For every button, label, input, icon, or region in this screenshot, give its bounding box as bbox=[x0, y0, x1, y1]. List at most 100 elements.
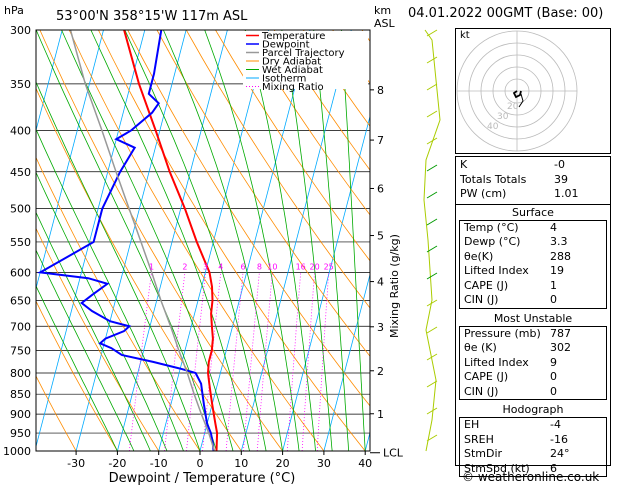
lcl-label: LCL bbox=[383, 447, 404, 460]
hodograph-kt-label: kt bbox=[460, 30, 470, 41]
x-tick-label: -30 bbox=[67, 457, 85, 470]
plot-frame bbox=[35, 29, 371, 452]
km-tick-label: 8 bbox=[377, 84, 384, 97]
hodo-row-stmspd: StmSpd (kt) 6 bbox=[464, 461, 557, 475]
wet-adiabat-line bbox=[36, 81, 201, 451]
x-tick-label: -20 bbox=[108, 457, 126, 470]
dry-adiabat-line bbox=[215, 30, 370, 262]
mu-row-lifted-index: Lifted Index 9 bbox=[464, 355, 557, 369]
wind-barb bbox=[426, 434, 438, 442]
wind-barb bbox=[426, 110, 438, 118]
wet-adiabat-line bbox=[36, 211, 151, 451]
isotherm-line bbox=[75, 30, 187, 451]
hpa-label: hPa bbox=[4, 4, 24, 17]
wet-adiabat-line bbox=[36, 249, 135, 451]
km-label: km bbox=[374, 4, 391, 17]
dry-adiabat-line bbox=[36, 87, 242, 451]
isotherm-line bbox=[158, 30, 270, 451]
wind-barb bbox=[426, 191, 438, 199]
mixing-ratio-line bbox=[225, 272, 244, 451]
wind-profile-line bbox=[423, 29, 441, 452]
x-axis-label: Dewpoint / Temperature (°C) bbox=[109, 471, 296, 486]
legend-dry-adiabat: Dry Adiabat bbox=[262, 57, 321, 68]
wet-adiabat-line bbox=[341, 30, 366, 451]
km-tick-label: 2 bbox=[377, 365, 384, 378]
wind-barb bbox=[426, 218, 438, 226]
surface-row-lifted-index: Lifted Index 19 bbox=[464, 264, 564, 277]
pressure-tick-label: 450 bbox=[10, 166, 31, 179]
mixing-ratio-label: 3 bbox=[203, 262, 208, 271]
x-tick-label: 20 bbox=[276, 457, 290, 470]
wind-barb bbox=[426, 353, 438, 361]
parcel-trajectory-profile bbox=[69, 30, 216, 451]
index-row-pw: PW (cm) 1.01 bbox=[460, 187, 579, 200]
mixing-ratio-line bbox=[202, 272, 222, 451]
surface-row-cin: CIN (J) 0 bbox=[464, 293, 557, 306]
legend-wet-adiabat: Wet Adiabat bbox=[262, 65, 323, 76]
x-tick-label: 0 bbox=[197, 457, 204, 470]
wet-adiabat-line bbox=[61, 30, 234, 451]
wind-barb bbox=[426, 245, 438, 253]
wet-adiabat-line bbox=[204, 30, 300, 451]
storm-motion-vector bbox=[518, 93, 524, 108]
mixing-ratio-label: 1 bbox=[149, 262, 154, 271]
isotherm-line bbox=[36, 30, 146, 448]
dry-adiabat-line bbox=[127, 30, 370, 407]
surface-section: Surface Temp (°C) 4 Dewp (°C) 3.3 θe(K) 288… bbox=[456, 203, 610, 309]
dry-adiabat-line bbox=[244, 30, 370, 216]
wet-adiabat-line bbox=[36, 285, 118, 451]
pressure-tick-label: 350 bbox=[10, 78, 31, 91]
mixing-ratio-line bbox=[301, 272, 315, 451]
km-tick-label: 7 bbox=[377, 134, 384, 147]
legend-isotherm: Isotherm bbox=[262, 74, 306, 85]
mixing-ratio-label: 25 bbox=[324, 262, 334, 271]
isotherm-line bbox=[199, 30, 311, 451]
legend: Temperature Dewpoint Parcel Trajectory D… bbox=[243, 31, 368, 93]
wet-adiabat-line bbox=[281, 30, 333, 451]
mixing-ratio-line bbox=[316, 272, 330, 451]
mixing-ratio-line bbox=[128, 272, 152, 451]
wind-barb bbox=[426, 83, 438, 91]
mu-row-pressure: Pressure (mb) 787 bbox=[464, 326, 571, 340]
pressure-tick-label: 300 bbox=[10, 24, 31, 37]
km-tick-label: 6 bbox=[377, 182, 384, 195]
asl-label: ASL bbox=[374, 17, 396, 30]
legend-dewpoint: Dewpoint bbox=[262, 40, 310, 51]
dewpoint-profile bbox=[37, 30, 215, 451]
dry-adiabat-line bbox=[98, 30, 366, 451]
mixing-ratio-line bbox=[256, 272, 273, 451]
dry-adiabat-line bbox=[36, 300, 118, 451]
temperature-profile bbox=[123, 30, 219, 451]
indices-panel: K -0 Totals Totals 39 PW (cm) 1.01 Surface … bbox=[455, 156, 611, 477]
km-tick-label: 1 bbox=[377, 408, 384, 421]
wet-adiabat-line bbox=[124, 30, 267, 451]
wind-barb bbox=[426, 56, 438, 64]
isotherm-line bbox=[240, 30, 352, 451]
x-tick-label: 40 bbox=[358, 457, 372, 470]
most-unstable-title: Most Unstable bbox=[493, 311, 573, 325]
hodograph-table-title: Hodograph bbox=[502, 403, 564, 416]
wind-barb bbox=[426, 326, 438, 334]
surface-row-dewp: Dewp (°C) 3.3 bbox=[464, 235, 568, 248]
mixing-ratio-label: 4 bbox=[218, 262, 223, 271]
mixing-ratio-axis-label: Mixing Ratio (g/kg) bbox=[388, 234, 401, 338]
pressure-tick-label: 750 bbox=[10, 344, 31, 357]
mixing-ratio-label: 20 bbox=[310, 262, 320, 271]
location-label: 53°00'N 358°15'W 117m ASL bbox=[56, 9, 248, 24]
wind-barb bbox=[426, 299, 438, 307]
wet-adiabat-line bbox=[244, 30, 316, 451]
wet-adiabat-line bbox=[90, 30, 250, 451]
mixing-ratio-label: 10 bbox=[267, 262, 277, 271]
dry-adiabat-line bbox=[36, 156, 201, 451]
pressure-tick-label: 1000 bbox=[3, 445, 31, 458]
legend-parcel-trajectory: Parcel Trajectory bbox=[262, 48, 345, 59]
hodo-row-sreh: SREH -16 bbox=[464, 432, 568, 446]
mu-row-cin: CIN (J) 0 bbox=[464, 384, 557, 398]
surface-title: Surface bbox=[512, 205, 554, 219]
legend-temperature: Temperature bbox=[261, 31, 325, 42]
pressure-tick-label: 400 bbox=[10, 125, 31, 138]
mixing-ratio-line bbox=[186, 272, 206, 451]
isotherm-line bbox=[323, 272, 370, 451]
mixing-ratio-label: 6 bbox=[240, 262, 245, 271]
